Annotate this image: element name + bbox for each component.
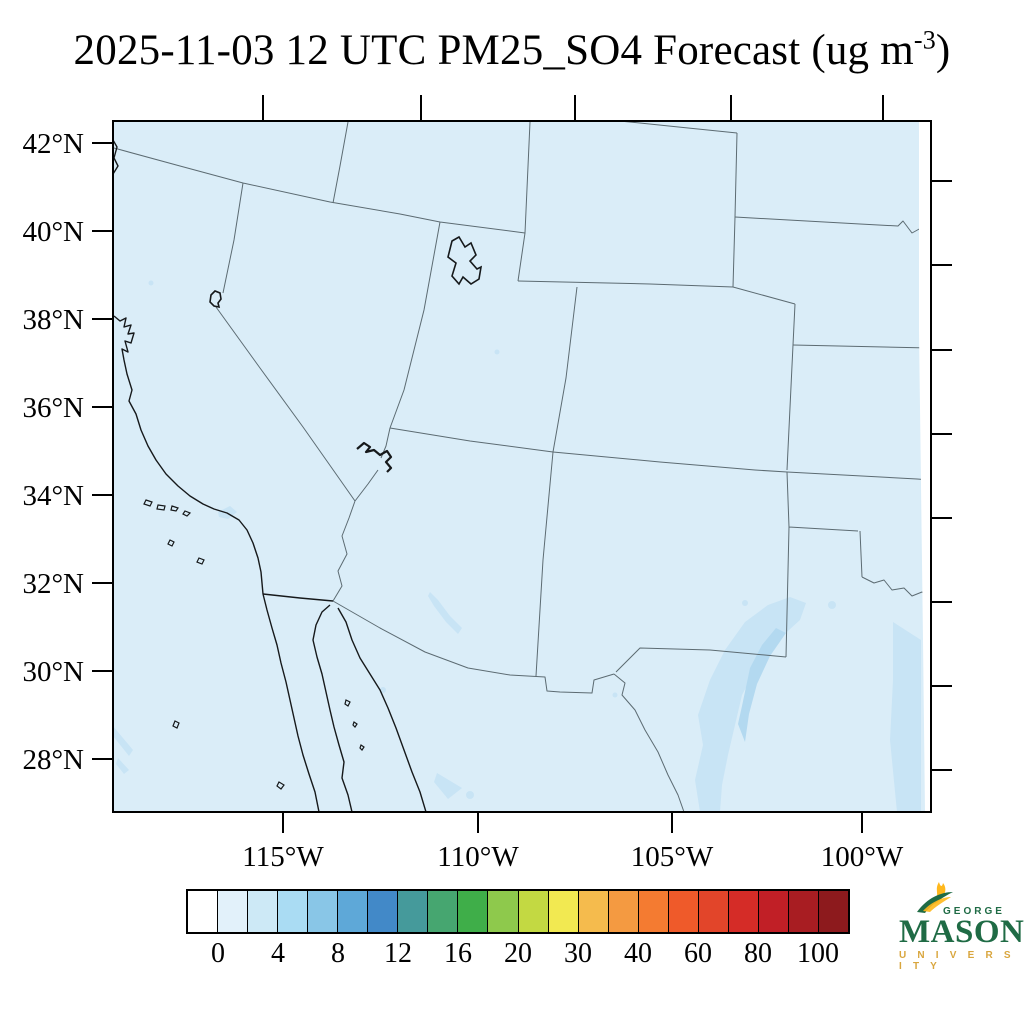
colorbar-label: 8 bbox=[331, 938, 345, 969]
domain-edge-gap bbox=[919, 122, 930, 811]
lat-label: 36°N bbox=[22, 392, 84, 424]
lon-label: 110°W bbox=[437, 841, 519, 873]
colorbar-cell bbox=[188, 891, 219, 932]
colorbar-cell bbox=[518, 891, 549, 932]
lat-label: 38°N bbox=[22, 304, 84, 336]
lat-label: 42°N bbox=[22, 128, 84, 160]
title-suffix: ) bbox=[935, 27, 951, 74]
coastline bbox=[114, 140, 427, 811]
lon-label: 105°W bbox=[631, 841, 714, 873]
colorbar-label: 80 bbox=[744, 938, 772, 969]
colorbar-cell bbox=[218, 891, 249, 932]
gmu-mason-text: MASON bbox=[899, 914, 1024, 950]
colorbar-cell bbox=[728, 891, 759, 932]
colorbar-cell bbox=[758, 891, 789, 932]
colorbar-cell bbox=[428, 891, 459, 932]
colorbar-label: 0 bbox=[211, 938, 225, 969]
colorbar-labels: 0 4 8 12 16 20 30 40 60 80 100 bbox=[188, 938, 848, 972]
map-frame bbox=[112, 120, 932, 813]
colorbar-label: 16 bbox=[444, 938, 472, 969]
colorbar-label: 20 bbox=[504, 938, 532, 969]
colorbar-cell bbox=[578, 891, 609, 932]
colorbar-cell bbox=[338, 891, 369, 932]
colorbar-cell bbox=[608, 891, 639, 932]
gmu-george-text: GEORGE bbox=[943, 906, 1005, 917]
colorbar-label: 60 bbox=[684, 938, 712, 969]
gmu-university-text: U N I V E R S I T Y bbox=[899, 950, 1015, 972]
lat-label: 30°N bbox=[22, 656, 84, 688]
colorbar-cell bbox=[788, 891, 819, 932]
colorbar-cell bbox=[548, 891, 579, 932]
colorbar-cell bbox=[308, 891, 339, 932]
colorbar bbox=[186, 889, 850, 934]
lake-tahoe bbox=[209, 290, 222, 309]
lat-label: 28°N bbox=[22, 744, 84, 776]
colorbar-label: 100 bbox=[797, 938, 839, 969]
colorbar-cell bbox=[278, 891, 309, 932]
colorbar-cell bbox=[668, 891, 699, 932]
colorbar-cell bbox=[638, 891, 669, 932]
colorbar-label: 12 bbox=[384, 938, 412, 969]
lat-label: 40°N bbox=[22, 216, 84, 248]
gmu-flame-icon bbox=[917, 882, 953, 913]
lat-label: 34°N bbox=[22, 480, 84, 512]
lat-label: 32°N bbox=[22, 568, 84, 600]
colorbar-cell bbox=[488, 891, 519, 932]
gmu-logo: GEORGE MASON U N I V E R S I T Y bbox=[893, 880, 1024, 976]
islands-and-lakes bbox=[143, 235, 483, 790]
colorbar-cell bbox=[458, 891, 489, 932]
title-text: 2025-11-03 12 UTC PM25_SO4 Forecast (ug … bbox=[73, 27, 914, 74]
colorbar-cell bbox=[698, 891, 729, 932]
colorbar-cell bbox=[818, 891, 849, 932]
lon-label: 100°W bbox=[821, 841, 904, 873]
lon-label: 115°W bbox=[242, 841, 324, 873]
axis-layer: 42°N 40°N 38°N 36°N 34°N 32°N 30°N 28°N 115°W 110… bbox=[22, 95, 952, 873]
title-superscript: -3 bbox=[913, 25, 936, 55]
great-salt-lake bbox=[447, 235, 483, 286]
colorbar-cell bbox=[248, 891, 279, 932]
colorbar-cell bbox=[398, 891, 429, 932]
page-title: 2025-11-03 12 UTC PM25_SO4 Forecast (ug … bbox=[0, 26, 1024, 75]
colorbar-label: 30 bbox=[564, 938, 592, 969]
map-fill bbox=[114, 122, 930, 811]
colorbar-label: 4 bbox=[271, 938, 285, 969]
colorbar-cell bbox=[368, 891, 399, 932]
colorbar-label: 40 bbox=[624, 938, 652, 969]
state-borders bbox=[114, 122, 930, 811]
